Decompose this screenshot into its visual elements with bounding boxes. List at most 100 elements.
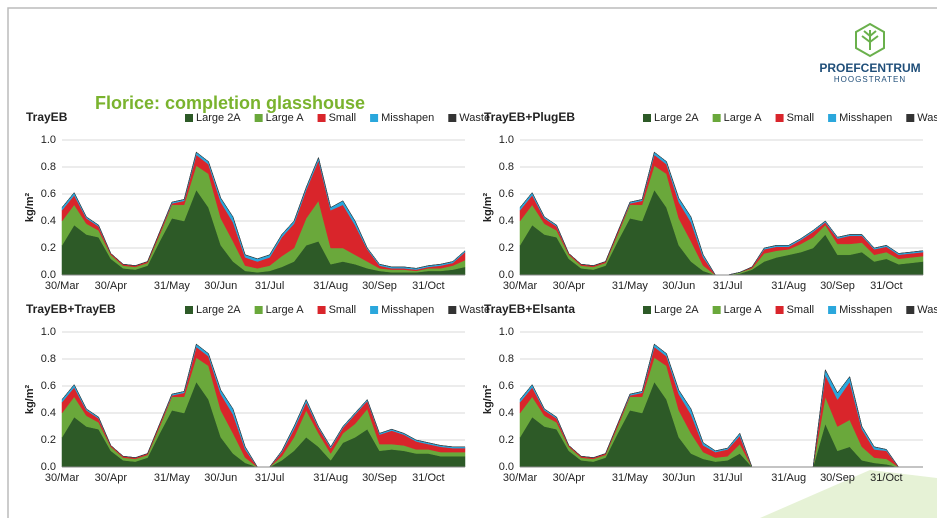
y-tick-label: 1.0	[499, 326, 514, 338]
logo-place: HOOGSTRATEN	[834, 75, 906, 84]
legend-swatch	[370, 114, 379, 122]
legend-swatch	[448, 114, 457, 122]
slide-title: Florice: completion glasshouse	[95, 93, 365, 113]
x-tick-label: 31/Aug	[771, 472, 806, 484]
x-tick-label: 31/Oct	[870, 280, 902, 292]
x-tick-label: 31/Jul	[255, 472, 284, 484]
logo-hex	[855, 22, 885, 58]
legend-label: Misshapen	[381, 304, 434, 316]
legend-label: Small	[329, 304, 357, 316]
legend-swatch	[185, 306, 193, 314]
legend-swatch	[185, 114, 193, 122]
x-tick-label: 31/Jul	[713, 280, 742, 292]
x-tick-label: 30/Apr	[95, 472, 128, 484]
legend-label: Large 2A	[654, 112, 699, 124]
y-tick-label: 0.6	[499, 380, 514, 392]
y-tick-label: 0.4	[41, 407, 56, 419]
decoration	[760, 470, 937, 518]
legend-label: Waste	[459, 112, 490, 124]
y-tick-label: 0.8	[499, 161, 514, 173]
legend-swatch	[317, 114, 326, 122]
y-tick-label: 0.0	[41, 269, 56, 281]
legend-swatch	[254, 114, 263, 122]
y-tick-label: 0.4	[499, 407, 514, 419]
x-tick-label: 30/Apr	[553, 280, 586, 292]
legend-swatch	[317, 306, 326, 314]
legend-label: Misshapen	[839, 112, 892, 124]
chart: TrayEB Large 2A Large A Small Misshapen Waste…	[24, 110, 490, 292]
legend-label: Large A	[266, 304, 305, 316]
logo-icon	[861, 30, 879, 50]
legend-swatch	[712, 114, 721, 122]
legend-label: Misshapen	[839, 304, 892, 316]
x-tick-label: 30/Jun	[204, 280, 237, 292]
y-axis-label: kg/m²	[24, 192, 36, 222]
y-tick-label: 0.0	[499, 269, 514, 281]
y-tick-label: 1.0	[41, 326, 56, 338]
y-tick-label: 0.4	[41, 215, 56, 227]
legend-label: Large 2A	[196, 112, 241, 124]
logo: PROEFCENTRUM HOOGSTRATEN	[819, 22, 921, 84]
y-tick-label: 0.6	[41, 380, 56, 392]
chart-title: TrayEB	[26, 110, 68, 124]
legend-swatch	[254, 306, 263, 314]
legend-label: Large 2A	[196, 304, 241, 316]
chart-title: TrayEB+Elsanta	[484, 302, 575, 316]
x-tick-label: 30/Apr	[95, 280, 128, 292]
y-axis-label: kg/m²	[482, 384, 494, 414]
x-tick-label: 31/Jul	[255, 280, 284, 292]
x-tick-label: 31/May	[612, 472, 649, 484]
legend-swatch	[906, 114, 915, 122]
y-tick-label: 0.4	[499, 215, 514, 227]
y-tick-label: 1.0	[41, 134, 56, 146]
area	[519, 151, 924, 276]
area	[61, 343, 465, 468]
y-tick-label: 0.2	[499, 242, 514, 254]
legend-label: Small	[787, 112, 815, 124]
x-tick-label: 31/Oct	[412, 472, 444, 484]
x-tick-label: 31/Aug	[771, 280, 806, 292]
y-tick-label: 0.8	[41, 353, 56, 365]
legend-label: Large A	[266, 112, 305, 124]
logo-name: PROEFCENTRUM	[819, 61, 920, 75]
legend-swatch	[448, 306, 457, 314]
legend-swatch	[775, 306, 784, 314]
x-tick-label: 30/Mar	[503, 280, 538, 292]
legend-label: Waste	[459, 304, 490, 316]
y-tick-label: 0.2	[499, 434, 514, 446]
y-tick-label: 0.8	[41, 161, 56, 173]
x-tick-label: 31/Aug	[313, 472, 348, 484]
x-tick-label: 30/Sep	[362, 280, 397, 292]
chart-title: TrayEB+PlugEB	[484, 110, 575, 124]
x-tick-label: 31/May	[154, 280, 191, 292]
legend-label: Small	[329, 112, 357, 124]
x-tick-label: 30/Mar	[45, 280, 80, 292]
legend-swatch	[906, 306, 915, 314]
x-tick-label: 30/Jun	[662, 280, 695, 292]
x-tick-label: 30/Mar	[503, 472, 538, 484]
y-tick-label: 0.2	[41, 242, 56, 254]
y-tick-label: 0.0	[41, 461, 56, 473]
chart-title: TrayEB+TrayEB	[26, 302, 116, 316]
frame	[7, 7, 937, 518]
area	[61, 151, 466, 269]
x-tick-label: 30/Sep	[820, 472, 855, 484]
x-tick-label: 30/Sep	[362, 472, 397, 484]
x-tick-label: 30/Jun	[662, 472, 695, 484]
chart: TrayEB+Elsanta Large 2A Large A Small Missha…	[482, 302, 937, 484]
x-tick-label: 31/Oct	[870, 472, 902, 484]
legend-swatch	[643, 306, 651, 314]
legend-label: Small	[787, 304, 815, 316]
x-tick-label: 30/Apr	[553, 472, 586, 484]
y-axis-label: kg/m²	[24, 384, 36, 414]
y-axis-label: kg/m²	[482, 192, 494, 222]
legend-label: Large 2A	[654, 304, 699, 316]
legend-label: Large A	[724, 304, 763, 316]
legend-swatch	[775, 114, 784, 122]
legend-label: Waste	[917, 112, 937, 124]
y-tick-label: 0.6	[499, 188, 514, 200]
legend-label: Waste	[917, 304, 937, 316]
chart: TrayEB+TrayEB Large 2A Large A Small Misshap…	[24, 302, 490, 484]
